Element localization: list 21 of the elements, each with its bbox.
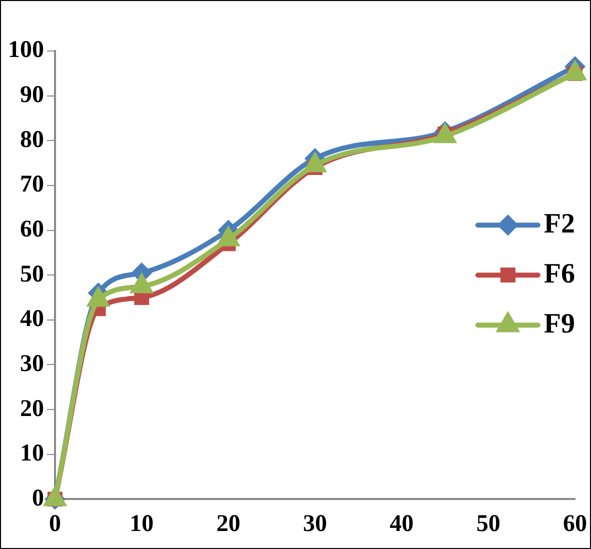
x-tick-label: 30 <box>303 510 327 537</box>
x-tick-label: 50 <box>476 510 500 537</box>
legend-label: F9 <box>544 308 576 340</box>
x-tick-label: 10 <box>130 510 154 537</box>
x-tick-label: 60 <box>563 510 587 537</box>
y-tick-label: 70 <box>20 172 44 198</box>
legend-label: F6 <box>544 258 576 290</box>
x-tick-label: 40 <box>390 510 414 537</box>
legend-label: F2 <box>544 208 576 240</box>
y-tick-label: 20 <box>20 396 44 422</box>
x-tick-label: 20 <box>216 510 240 537</box>
y-tick-label: 50 <box>20 261 44 288</box>
x-tick-label: 0 <box>49 510 61 537</box>
y-tick-label: 60 <box>20 216 44 242</box>
y-tick-label: 90 <box>20 82 44 108</box>
y-tick-label: 100 <box>8 37 44 64</box>
y-tick-label: 30 <box>20 350 44 377</box>
y-tick-label: 10 <box>20 440 44 467</box>
y-tick-label: 0 <box>32 485 44 512</box>
y-tick-label: 40 <box>20 306 44 332</box>
y-tick-label: 80 <box>20 126 44 153</box>
